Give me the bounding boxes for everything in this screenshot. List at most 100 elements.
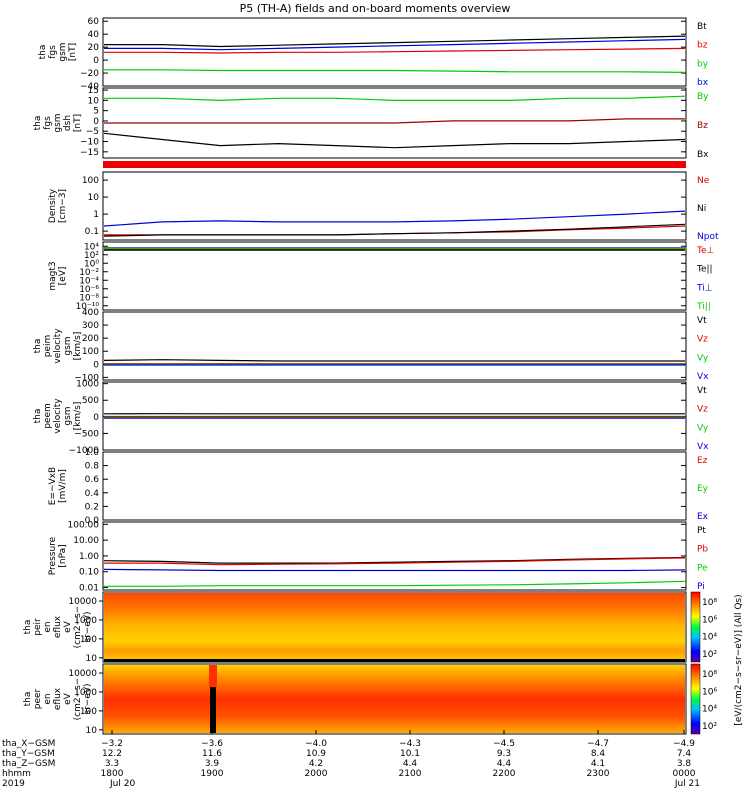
series-line [104, 35, 686, 48]
y-tick-label: 1000 [76, 380, 99, 390]
colorbar-tick-label: 10² [702, 722, 717, 732]
y-tick-label: 1000 [74, 616, 97, 626]
series-line [103, 132, 686, 149]
y-tick-label: 15 [88, 86, 99, 96]
legend-entry: Vy [697, 423, 709, 433]
legend-entry: bz [697, 41, 708, 51]
legend-entry: Vz [697, 405, 708, 415]
y-axis-label: fgs [43, 116, 53, 130]
panel-frame [102, 381, 687, 451]
colorbar-tick-label: 10⁴ [702, 633, 717, 643]
series-line [104, 47, 686, 54]
y-tick-label: −20 [80, 69, 99, 79]
y-tick-label: 0.1 [85, 227, 99, 237]
y-tick-label: 10 [88, 96, 100, 106]
y-axis-label: en [43, 621, 53, 632]
y-axis-label: [km/s] [73, 402, 83, 431]
legend-entry: Ex [697, 512, 709, 522]
y-tick-label: 20 [88, 43, 100, 53]
y-tick-label: −1000 [69, 446, 100, 456]
y-axis-label: fgs [48, 45, 58, 59]
legend-entry: Ti|| [696, 302, 711, 312]
legend-entry: Vt [697, 386, 707, 396]
x-row-label: hhmm [2, 769, 31, 779]
series-line [103, 568, 686, 572]
x-row-value: 11.6 [202, 749, 222, 759]
legend-entry: Vy [697, 353, 709, 363]
panel-frame [102, 311, 687, 381]
panel-frame [102, 87, 687, 159]
y-tick-label: 500 [82, 396, 99, 406]
y-tick-label: 0 [93, 360, 99, 370]
y-axis-label: tha [23, 692, 33, 707]
spectrogram [104, 593, 685, 661]
legend-entry: By [697, 92, 709, 102]
y-axis-label: gsm [53, 113, 63, 132]
colorbar-tick-label: 10⁸ [702, 670, 717, 680]
legend-entry: bx [697, 78, 709, 88]
y-axis-label: tha [33, 339, 43, 354]
y-axis-label: peir [33, 618, 43, 636]
y-tick-label: 1.00 [79, 552, 99, 562]
x-row-label: tha_X−GSM [2, 739, 55, 749]
legend-entry: Bt [697, 22, 707, 32]
x-row-value: 10.9 [306, 749, 326, 759]
x-row-value: 2100 [399, 769, 422, 779]
y-axis-label: sr−eV) [83, 611, 93, 642]
y-axis-label: sr−eV) [83, 683, 93, 714]
y-tick-label: 10 [88, 193, 100, 203]
y-axis-label: gsm [63, 406, 73, 425]
x-row-value: 3.9 [205, 759, 220, 769]
x-row-value: 8.4 [591, 749, 606, 759]
panel-frame [102, 241, 687, 311]
legend-entry: Ti⊥ [696, 283, 713, 293]
y-tick-label: 100 [80, 635, 97, 645]
legend-entry: Vx [697, 372, 709, 382]
y-axis-label: Pressure [48, 536, 58, 575]
y-tick-label: 0 [93, 117, 99, 127]
y-axis-label: velocity [53, 328, 63, 364]
y-tick-label: 10 [86, 726, 98, 736]
y-tick-label: 10² [84, 251, 99, 261]
y-tick-label: 0 [93, 413, 99, 423]
y-tick-label: 100.00 [68, 520, 100, 530]
y-axis-label: tha [33, 116, 43, 131]
y-axis-label: eV [63, 620, 73, 633]
y-axis-label: eflux [53, 687, 63, 710]
legend-entry: Npot [697, 232, 719, 242]
y-tick-label: 0.0 [85, 516, 100, 526]
spectrogram [104, 665, 685, 733]
legend-entry: Ne [697, 176, 710, 186]
y-tick-label: 1 [93, 210, 99, 220]
legend-entry: Vx [697, 442, 709, 452]
x-row-label: tha_Z−GSM [2, 759, 55, 769]
y-axis-label: eV [63, 692, 73, 705]
x-row-value: −4.7 [587, 739, 609, 749]
x-row-value: 2000 [305, 769, 328, 779]
y-tick-label: 10⁻⁶ [79, 285, 99, 295]
y-tick-label: −5 [86, 127, 99, 137]
y-axis-label: Density [48, 188, 58, 223]
legend-entry: Vz [697, 335, 708, 345]
legend-entry: Pt [697, 526, 706, 536]
x-row-value: 12.2 [102, 749, 122, 759]
y-axis-label: [km/s] [73, 332, 83, 361]
panel-frame [102, 171, 687, 241]
x-row-value: 0000 [673, 769, 696, 779]
colorbar-tick-label: 10⁶ [702, 615, 717, 625]
page-title: P5 (TH-A) fields and on-board moments ov… [239, 2, 511, 15]
y-tick-label: 0.01 [79, 584, 99, 594]
y-tick-label: 0.6 [85, 475, 100, 485]
y-tick-label: 10 [86, 654, 98, 664]
series-line [103, 359, 685, 362]
y-axis-label: [nT] [68, 43, 78, 61]
y-axis-label: gsm [58, 42, 68, 61]
y-tick-label: 60 [88, 17, 100, 27]
series-line [104, 580, 686, 587]
colorbar-tick-label: 10⁶ [702, 687, 717, 697]
y-axis-label: [mV/m] [58, 469, 68, 503]
colorbar [690, 663, 701, 735]
colorbar-tick-label: 10⁴ [702, 705, 717, 715]
x-row-value: 2300 [587, 769, 610, 779]
y-tick-label: 10.00 [73, 536, 99, 546]
